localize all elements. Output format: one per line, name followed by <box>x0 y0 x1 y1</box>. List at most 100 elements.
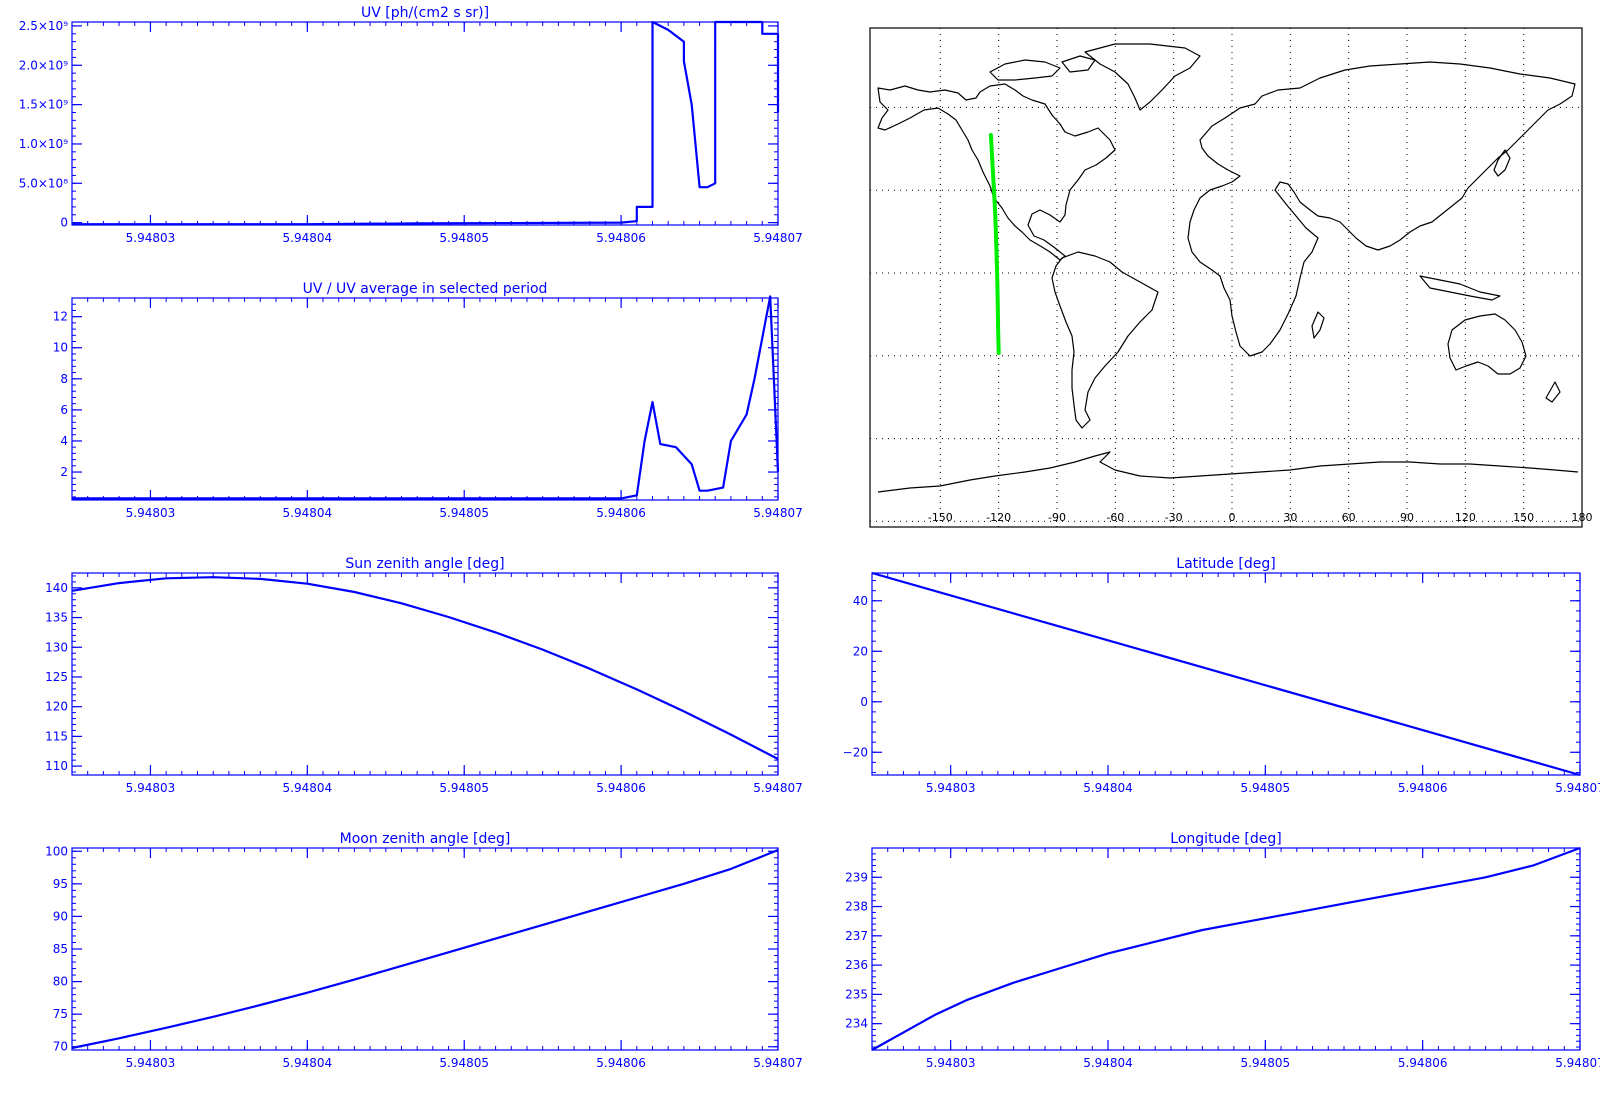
y-tick-label: 234 <box>845 1017 868 1031</box>
y-tick-label: 1.0×10⁹ <box>19 137 68 151</box>
y-tick-label: 0 <box>60 216 68 230</box>
plot-frame <box>71 847 779 1051</box>
y-tick-label: 236 <box>845 958 868 972</box>
world-map-panel: -150 -120 -90 -60 -30 0 30 60 90 120 150 180 <box>869 27 1593 528</box>
x-tick-label: 5.94807 <box>753 781 803 795</box>
y-tick-label: 237 <box>845 929 868 943</box>
chart-title: Longitude [deg] <box>1170 831 1281 847</box>
x-tick-label: 5.94805 <box>439 506 489 520</box>
x-tick-label: 5.94804 <box>1083 1056 1133 1070</box>
latitude-panel: Latitude [deg] 5.94803 5.94804 5.94805 5.948… <box>843 556 1600 795</box>
moon-zenith-panel: Moon zenith angle [deg] 5.94803 5.94804 5.9… <box>45 831 803 1070</box>
y-tick-label: 40 <box>853 594 868 608</box>
coastline-japan <box>1493 149 1511 177</box>
x-tick-label: 5.94804 <box>283 231 333 245</box>
x-tick-label: 5.94806 <box>596 1056 646 1070</box>
x-tick-label: 5.94803 <box>126 1056 176 1070</box>
plot-frame <box>871 572 1581 776</box>
map-frame <box>869 27 1583 528</box>
satellite-ground-track <box>988 133 1001 355</box>
coastline-greenland <box>1084 43 1201 111</box>
y-tick-label: 110 <box>45 759 68 773</box>
longitude-label: -150 <box>928 511 953 524</box>
y-tick-label: 2.0×10⁹ <box>19 58 68 72</box>
coastline-madagascar <box>1311 311 1325 339</box>
coastline-eurasia-africa <box>1187 61 1576 357</box>
series-line <box>871 846 1581 1051</box>
longitude-label: 90 <box>1400 511 1414 524</box>
x-tick-label: 5.94803 <box>926 781 976 795</box>
uv-panel: UV [ph/(cm2 s sr)] 5.94803 5.94804 5.94805 5… <box>19 5 803 245</box>
longitude-label: 120 <box>1455 511 1476 524</box>
y-tick-label: 80 <box>53 975 68 989</box>
x-tick-label: 5.94806 <box>1398 1056 1448 1070</box>
coastline-south-america <box>1051 251 1159 429</box>
x-tick-label: 5.94807 <box>753 506 803 520</box>
longitude-label: -120 <box>986 511 1011 524</box>
y-tick-label: 95 <box>53 877 68 891</box>
chart-title: Latitude [deg] <box>1176 556 1275 572</box>
x-tick-label: 5.94806 <box>596 231 646 245</box>
x-tick-label: 5.94805 <box>1241 1056 1291 1070</box>
x-tick-label: 5.94804 <box>283 781 333 795</box>
longitude-panel: Longitude [deg] 5.94803 5.94804 5.94805 5.94… <box>845 831 1600 1070</box>
y-tick-label: 10 <box>53 341 68 355</box>
y-tick-label: 235 <box>845 987 868 1001</box>
x-tick-label: 5.94806 <box>596 781 646 795</box>
y-tick-label: 90 <box>53 909 68 923</box>
y-tick-label: 4 <box>60 434 68 448</box>
longitude-label: 180 <box>1572 511 1593 524</box>
x-tick-label: 5.94805 <box>439 231 489 245</box>
series-line <box>871 571 1581 777</box>
y-tick-label: 85 <box>53 942 68 956</box>
uv-ratio-panel: UV / UV average in selected period 5.9480… <box>53 281 803 520</box>
longitude-tick-labels: -150 -120 -90 -60 -30 0 30 60 90 120 150 180 <box>928 511 1593 524</box>
x-tick-label: 5.94803 <box>126 781 176 795</box>
x-tick-label: 5.94806 <box>1398 781 1448 795</box>
y-tick-label: 20 <box>853 644 868 658</box>
chart-title: UV [ph/(cm2 s sr)] <box>361 5 489 21</box>
x-tick-label: 5.94805 <box>1241 781 1291 795</box>
x-tick-label: 5.94803 <box>126 231 176 245</box>
series-line <box>71 848 779 1050</box>
y-tick-label: 5.0×10⁸ <box>19 176 68 190</box>
y-tick-label: 100 <box>45 844 68 858</box>
longitude-label: -90 <box>1048 511 1066 524</box>
chart-title: UV / UV average in selected period <box>303 281 548 297</box>
x-tick-label: 5.94805 <box>439 781 489 795</box>
y-tick-label: 12 <box>53 310 68 324</box>
longitude-label: -60 <box>1106 511 1124 524</box>
coastline-antarctica <box>877 451 1579 493</box>
longitude-label: 150 <box>1513 511 1534 524</box>
y-tick-label: 238 <box>845 900 868 914</box>
x-tick-label: 5.94804 <box>283 1056 333 1070</box>
x-tick-label: 5.94805 <box>439 1056 489 1070</box>
y-tick-label: 130 <box>45 640 68 654</box>
x-tick-label: 5.94807 <box>753 1056 803 1070</box>
y-tick-label: −20 <box>843 745 868 759</box>
longitude-label: 0 <box>1229 511 1236 524</box>
x-tick-label: 5.94804 <box>1083 781 1133 795</box>
longitude-label: 30 <box>1283 511 1297 524</box>
y-tick-label: 120 <box>45 700 68 714</box>
chart-title: Sun zenith angle [deg] <box>345 556 504 572</box>
series-line <box>72 295 780 500</box>
y-tick-label: 2 <box>60 465 68 479</box>
y-tick-label: 239 <box>845 870 868 884</box>
y-tick-label: 2.5×10⁹ <box>19 19 68 33</box>
plot-frame <box>71 21 779 226</box>
coastline-arctic-islands <box>989 55 1096 81</box>
longitude-label: -30 <box>1165 511 1183 524</box>
plot-frame <box>71 572 779 776</box>
series-line <box>72 20 780 226</box>
y-tick-label: 1.5×10⁹ <box>19 98 68 112</box>
y-tick-label: 8 <box>60 372 68 386</box>
x-tick-label: 5.94803 <box>926 1056 976 1070</box>
x-tick-label: 5.94807 <box>1555 1056 1600 1070</box>
x-tick-label: 5.94806 <box>596 506 646 520</box>
y-tick-label: 0 <box>860 695 868 709</box>
x-tick-label: 5.94804 <box>283 506 333 520</box>
y-tick-label: 70 <box>53 1040 68 1054</box>
coastline-north-america <box>877 83 1116 261</box>
coastlines <box>877 43 1579 493</box>
